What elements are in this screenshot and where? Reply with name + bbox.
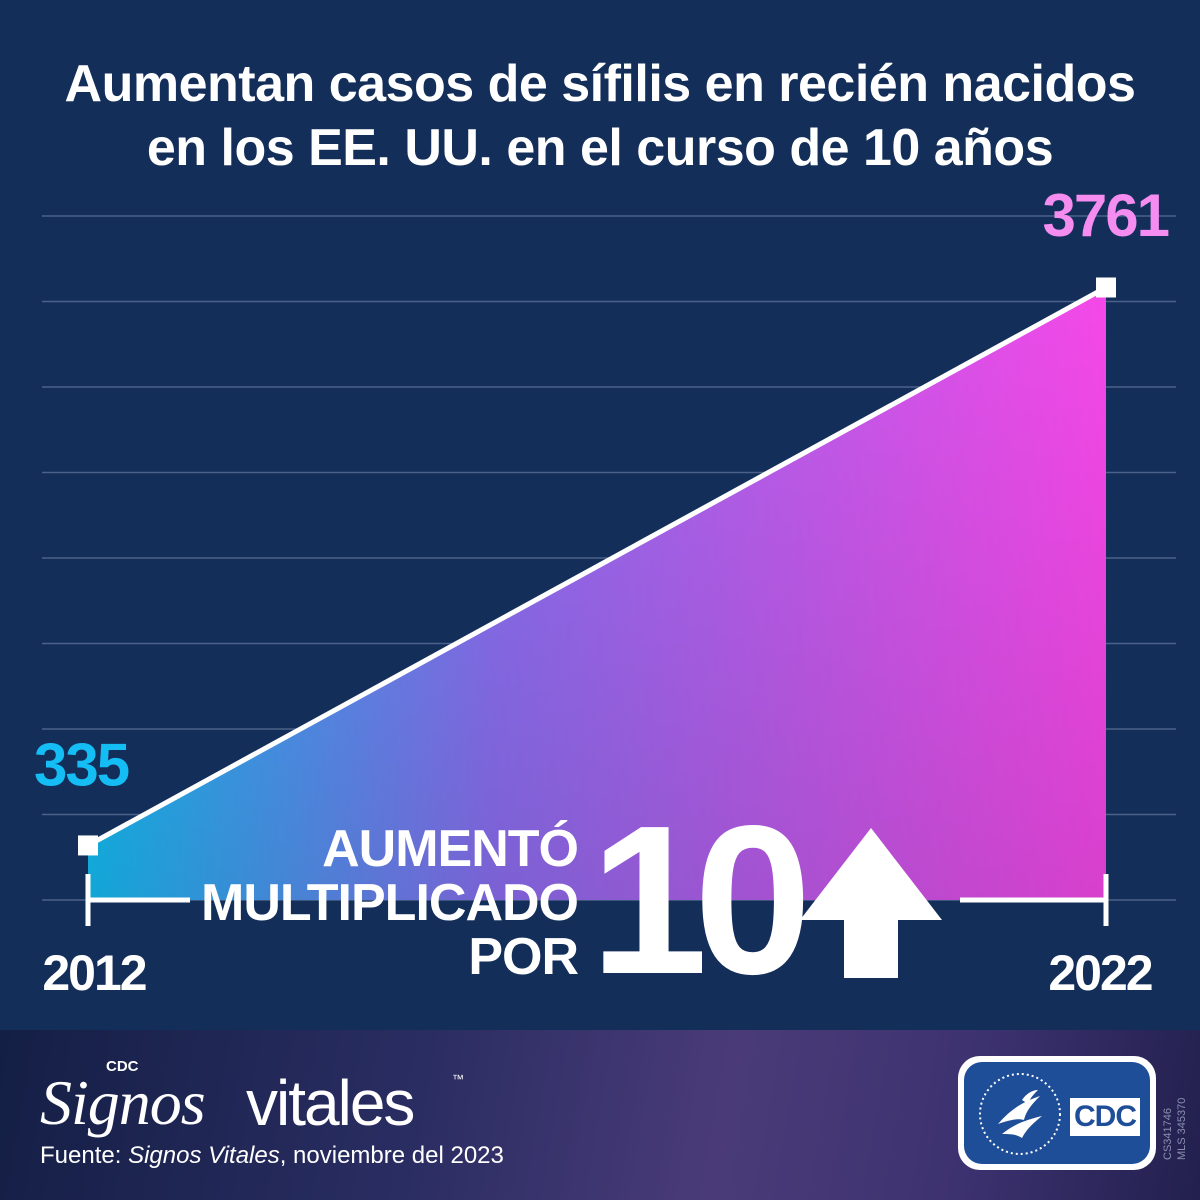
brand-cdc-prefix: CDC	[106, 1058, 139, 1075]
up-arrow-icon	[800, 828, 942, 978]
brand-signos: Signos	[40, 1067, 206, 1138]
source-note: Fuente: Signos Vitales, noviembre del 20…	[40, 1142, 504, 1170]
increase-factor: 10	[590, 781, 812, 1018]
source-title: Signos Vitales	[128, 1142, 280, 1169]
increase-callout: AUMENTÓ MULTIPLICADO POR	[200, 820, 579, 986]
callout-line-2: MULTIPLICADO	[201, 874, 579, 932]
source-prefix: Fuente:	[40, 1142, 129, 1169]
data-point	[78, 835, 98, 856]
document-code-2: MLS 345370	[1176, 1097, 1188, 1160]
data-label: 335	[34, 731, 129, 798]
title-line-1: Aumentan casos de sífilis en recién naci…	[64, 55, 1136, 113]
document-code-1: CS341746	[1162, 1108, 1174, 1160]
data-point	[1096, 277, 1116, 298]
x-axis: 2012 2022	[42, 874, 1154, 1001]
callout-line-1: AUMENTÓ	[322, 820, 579, 878]
x-tick-label: 2012	[42, 945, 145, 1001]
hhs-cdc-logo: CDC	[958, 1056, 1156, 1170]
title-line-2: en los EE. UU. en el curso de 10 años	[146, 119, 1054, 177]
area-chart: 335 3761 2012 2022	[34, 182, 1176, 1001]
series-line	[86, 285, 1108, 848]
logo-panel: CDC	[964, 1062, 1150, 1164]
chart-title: Aumentan casos de sífilis en recién naci…	[0, 52, 1200, 180]
cdc-logo-box: CDC	[1070, 1098, 1140, 1136]
data-label: 3761	[1043, 182, 1169, 249]
area-shade	[88, 287, 1106, 901]
chart-marks: 335 3761	[34, 182, 1171, 901]
brand-trademark: ™	[452, 1072, 464, 1086]
callout-line-3: POR	[468, 928, 579, 986]
brand-vitales: vitales	[246, 1067, 415, 1139]
source-suffix: , noviembre del 2023	[279, 1142, 504, 1169]
cdc-logo-text: CDC	[1074, 1100, 1137, 1133]
x-tick-label: 2022	[1048, 945, 1151, 1001]
document-codes: CS341746 MLS 345370	[1162, 1068, 1188, 1178]
hhs-eagle-icon	[979, 1073, 1061, 1155]
